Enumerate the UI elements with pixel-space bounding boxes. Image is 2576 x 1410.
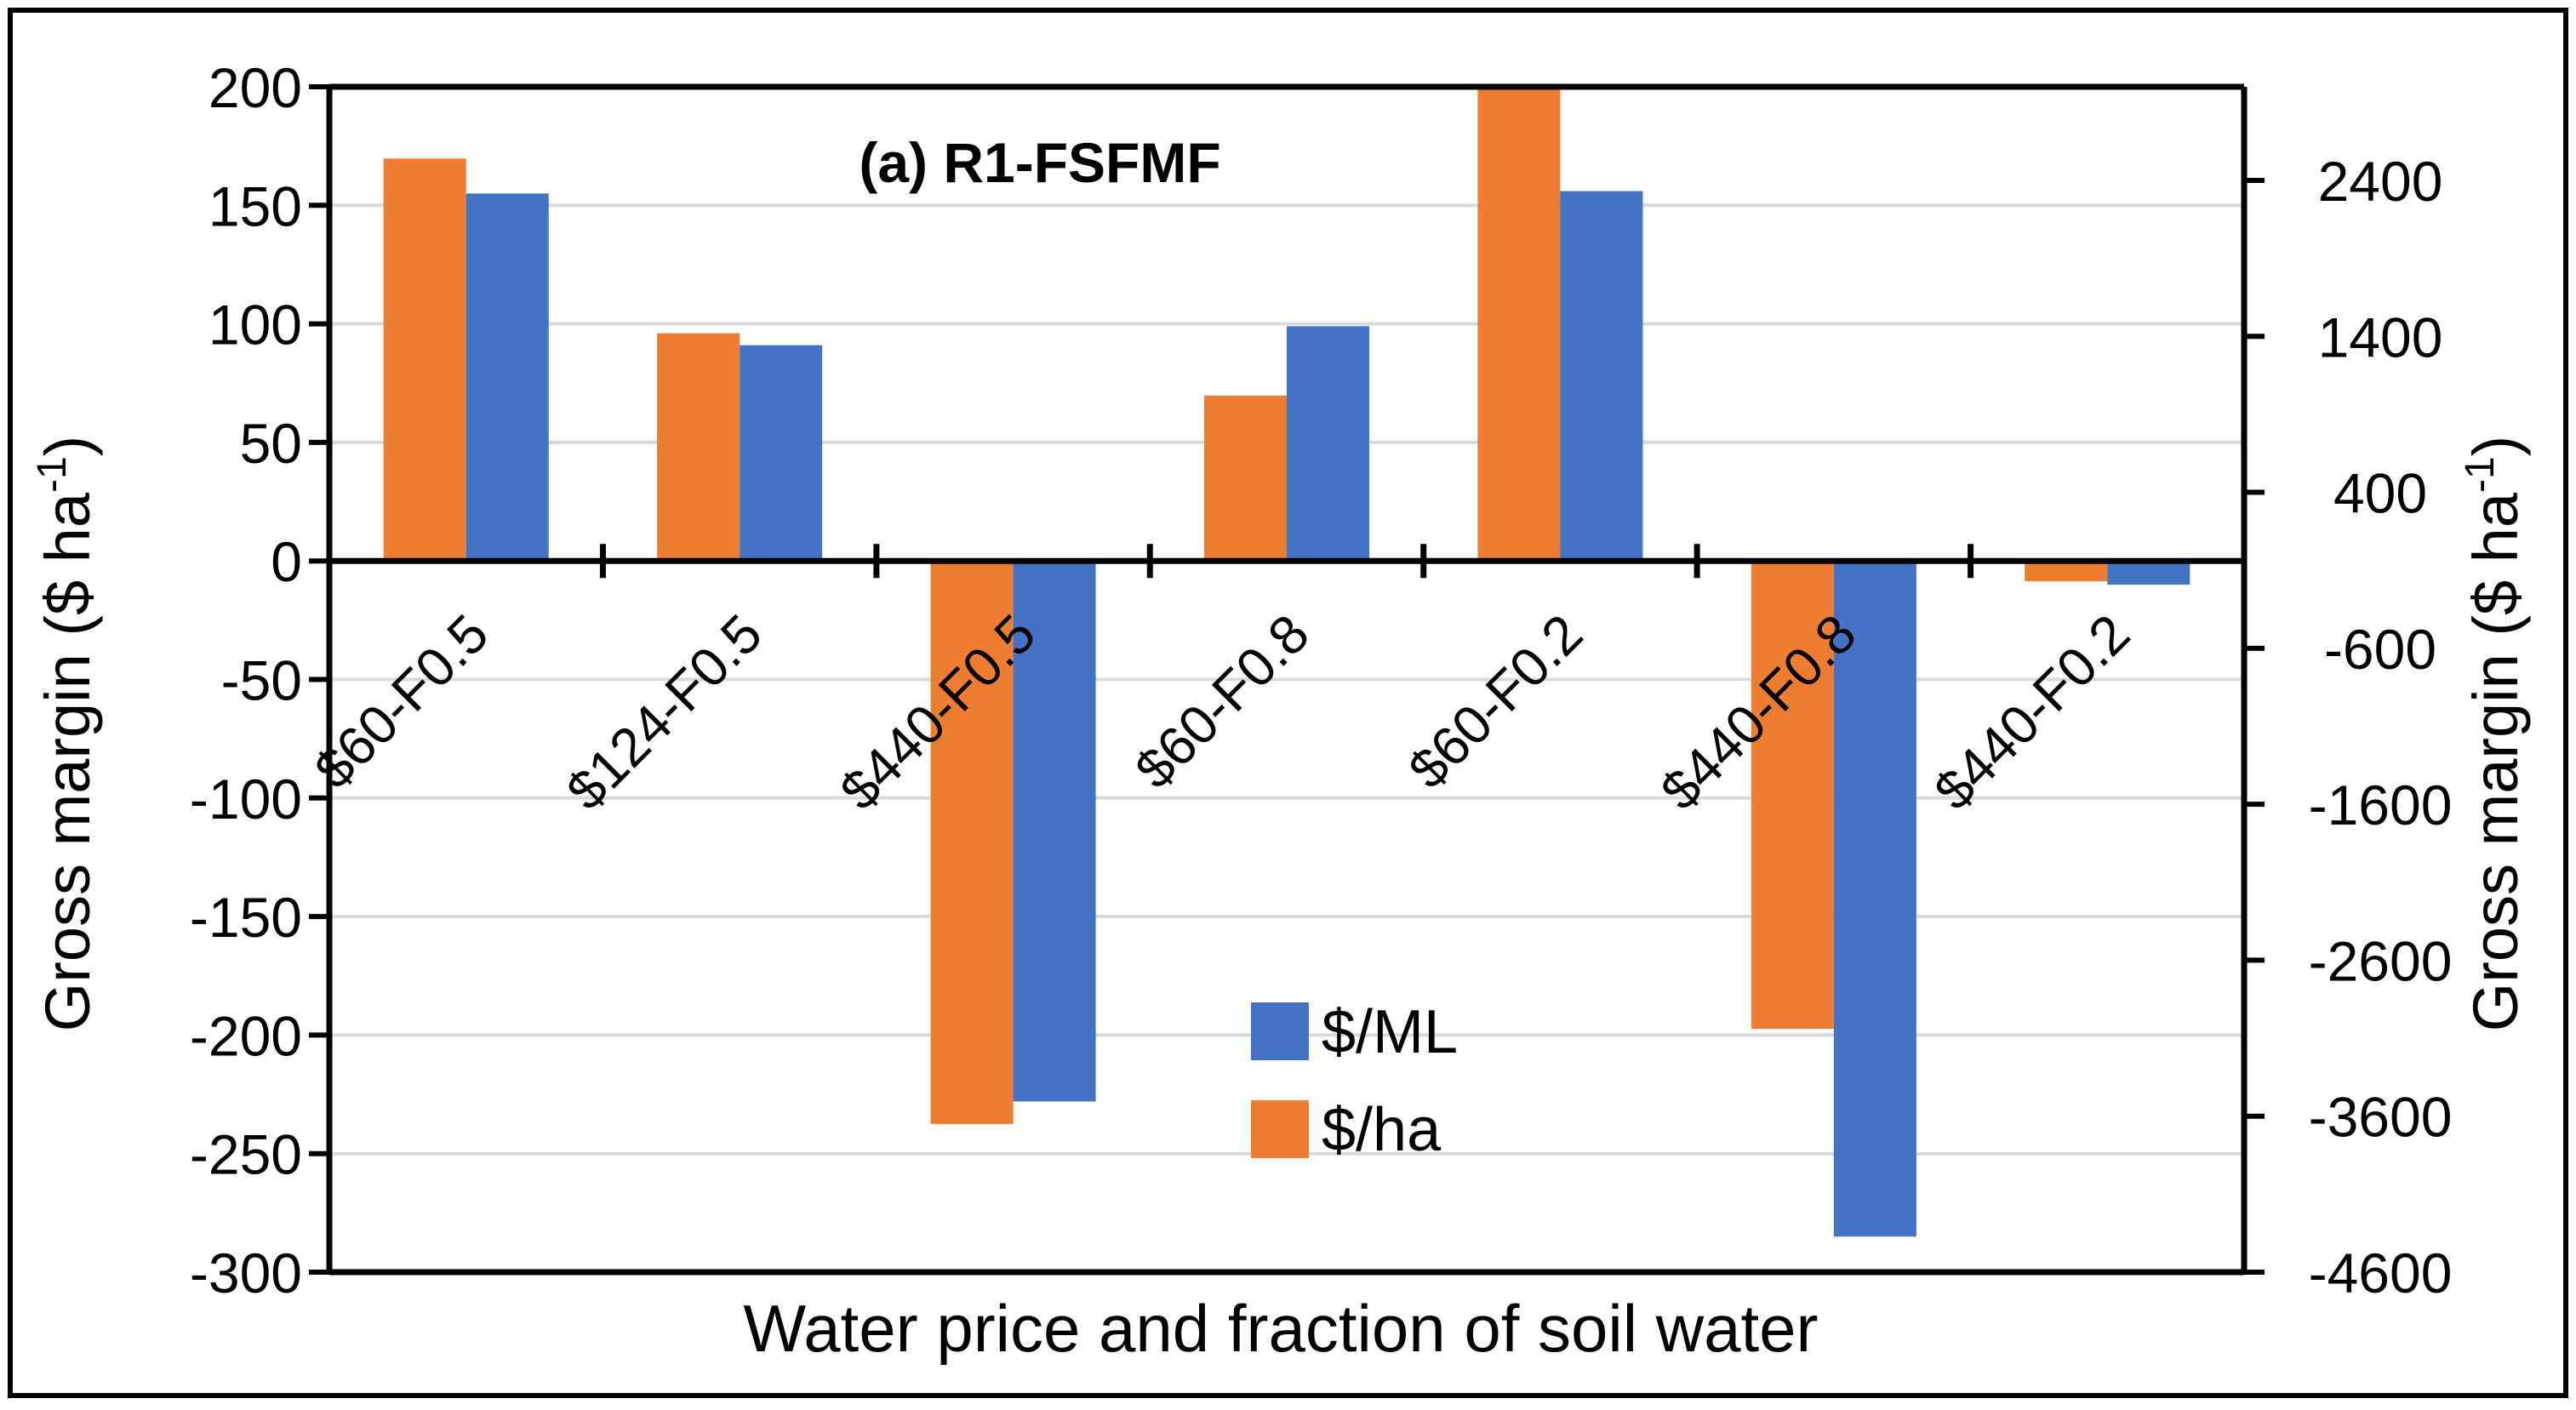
y-axis-title-left-main: Gross margin ($ ha — [32, 492, 103, 1031]
y-axis-title-right: Gross margin ($ ha-1) — [2458, 436, 2531, 1032]
left-y-tick-label: 0 — [271, 530, 302, 593]
left-y-tick-label: -200 — [190, 1004, 302, 1067]
bar-ml-7 — [2107, 561, 2190, 585]
right-y-tick-label: -2600 — [2309, 929, 2453, 992]
right-y-tick-label: 2400 — [2318, 150, 2443, 213]
x-axis-title: Water price and fraction of soil water — [744, 1291, 1819, 1366]
left-y-tick-label: 150 — [208, 174, 302, 237]
right-y-tick-label: -1600 — [2309, 774, 2453, 836]
legend: $/ML $/ha — [1251, 998, 1458, 1164]
bar-ha-1 — [383, 158, 466, 562]
right-y-tick-label: -4600 — [2309, 1242, 2453, 1304]
bar-ml-3 — [1013, 561, 1096, 1102]
bar-ha-2 — [657, 333, 740, 562]
left-y-tick-label: -300 — [190, 1242, 302, 1304]
bar-ha-3 — [930, 561, 1014, 1124]
bars — [383, 88, 2190, 1237]
bar-ha-6 — [1751, 561, 1834, 1030]
chart-title: (a) R1-FSFMF — [859, 131, 1220, 194]
bar-ml-1 — [466, 193, 549, 562]
y-axis-title-right-main: Gross margin ($ ha — [2460, 492, 2531, 1031]
left-y-tick-label: 200 — [208, 56, 302, 119]
bar-ha-5 — [1477, 88, 1561, 562]
right-y-tick-label: -600 — [2324, 618, 2436, 681]
y-axis-title-right-sup: -1 — [2458, 456, 2503, 493]
bar-ml-4 — [1287, 326, 1369, 562]
bar-ha-4 — [1204, 395, 1287, 562]
bar-ml-5 — [1560, 191, 1643, 562]
y-axis-title-left-sup: -1 — [30, 456, 75, 493]
bar-ml-2 — [740, 345, 823, 562]
legend-label-ml: $/ML — [1322, 998, 1458, 1066]
left-y-tick-label: -250 — [190, 1123, 302, 1186]
left-y-tick-label: -50 — [221, 649, 302, 712]
left-y-tick-label: 50 — [240, 412, 302, 475]
legend-swatch-ha — [1251, 1100, 1309, 1158]
y-axis-title-left-close: ) — [32, 436, 103, 457]
bar-ml-6 — [1833, 561, 1916, 1237]
bar-ha-7 — [2025, 561, 2108, 582]
right-y-tick-label: 400 — [2333, 462, 2427, 525]
legend-label-ha: $/ha — [1322, 1096, 1442, 1164]
y-axis-title-right-close: ) — [2460, 436, 2531, 457]
left-y-tick-label: 100 — [208, 294, 302, 357]
axes — [309, 83, 2265, 1276]
right-y-tick-label: -3600 — [2309, 1086, 2453, 1149]
left-y-tick-label: -100 — [190, 768, 302, 831]
y-axis-title-left: Gross margin ($ ha-1) — [30, 436, 103, 1032]
legend-swatch-ml — [1251, 1002, 1309, 1060]
left-y-tick-label: -150 — [190, 886, 302, 949]
right-y-tick-label: 1400 — [2318, 305, 2443, 368]
